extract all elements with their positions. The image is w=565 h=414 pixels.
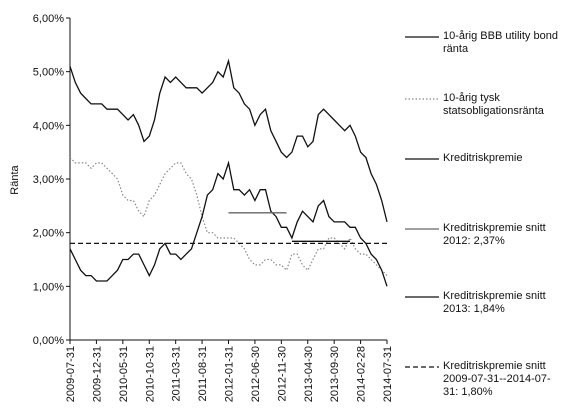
legend-item: 10-årig BBB utility bond ränta <box>405 30 563 56</box>
legend-label: Kreditriskpremie snitt 2013: 1,84% <box>443 290 546 315</box>
y-tick-label: 1,00% <box>33 281 64 293</box>
x-tick-label: 2014-07-31 <box>382 346 394 402</box>
x-tick-label: 2012-01-31 <box>224 346 236 402</box>
legend-label: Kreditriskpremie snitt 2009-07-31--2014-… <box>443 360 551 398</box>
y-tick-label: 2,00% <box>33 228 64 240</box>
legend-swatch <box>405 228 439 230</box>
x-tick-label: 2014-02-28 <box>356 346 368 402</box>
y-tick-label: 3,00% <box>33 174 64 186</box>
legend-swatch <box>405 98 439 100</box>
x-tick-label: 2009-07-31 <box>65 346 77 402</box>
y-axis-label: Ränta <box>9 164 21 194</box>
x-tick-label: 2011-03-31 <box>171 346 183 401</box>
plot: Ränta 0,00% 1,00% 2,00% 3,00% 4,00% 5,00% 6,00… <box>9 13 394 402</box>
x-tick-label: 2012-11-30 <box>276 346 288 401</box>
legend-label: Kreditriskpremie snitt 2012: 2,37% <box>443 222 546 247</box>
legend-item: 10-årig tysk statsobligationsränta <box>405 92 563 118</box>
x-tick-label: 2009-12-31 <box>91 346 103 402</box>
series-line <box>69 157 388 277</box>
x-tick-label: 2010-10-31 <box>144 346 156 402</box>
y-tick-label: 0,00% <box>33 335 64 347</box>
series-line <box>69 160 388 287</box>
legend-item: Kreditriskpremie <box>405 152 563 165</box>
legend-label: Kreditriskpremie <box>443 152 523 164</box>
legend-item: Kreditriskpremie snitt 2009-07-31--2014-… <box>405 360 563 399</box>
y-tick-label: 4,00% <box>33 120 64 132</box>
y-tick-label: 5,00% <box>33 67 64 79</box>
legend-swatch <box>405 158 439 160</box>
x-tick-label: 2011-08-31 <box>197 346 209 401</box>
x-tick-label: 2013-09-30 <box>329 346 341 402</box>
x-tick-label: 2010-05-31 <box>118 346 130 402</box>
series-line <box>69 58 388 223</box>
x-tick-label: 2012-06-30 <box>250 346 262 402</box>
legend-label: 10-årig BBB utility bond ränta <box>443 30 558 55</box>
legend-label: 10-årig tysk statsobligationsränta <box>443 92 544 117</box>
legend-swatch <box>405 36 439 38</box>
y-tick-label: 6,00% <box>33 13 64 25</box>
legend-swatch <box>405 296 439 298</box>
legend-item: Kreditriskpremie snitt 2012: 2,37% <box>405 222 563 248</box>
legend-swatch <box>405 366 439 368</box>
legend-item: Kreditriskpremie snitt 2013: 1,84% <box>405 290 563 316</box>
x-tick-label: 2013-04-30 <box>303 346 315 402</box>
